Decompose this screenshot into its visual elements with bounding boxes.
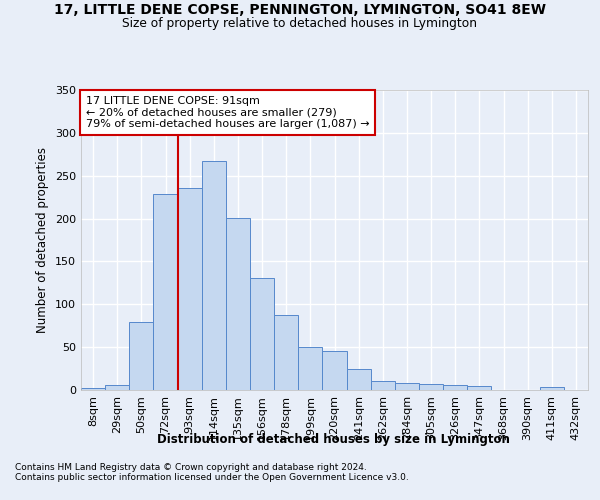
Text: Contains public sector information licensed under the Open Government Licence v3: Contains public sector information licen… [15,474,409,482]
Text: Distribution of detached houses by size in Lymington: Distribution of detached houses by size … [157,432,509,446]
Bar [129,322,154,390]
Bar [274,316,298,390]
Text: Size of property relative to detached houses in Lymington: Size of property relative to detached ho… [122,18,478,30]
Bar [371,380,395,390]
Bar [154,194,178,390]
Bar [105,385,129,390]
Bar [226,218,250,390]
Bar [298,347,322,390]
Text: Contains HM Land Registry data © Crown copyright and database right 2024.: Contains HM Land Registry data © Crown c… [15,464,367,472]
Bar [347,368,371,390]
Bar [322,350,347,390]
Text: 17, LITTLE DENE COPSE, PENNINGTON, LYMINGTON, SO41 8EW: 17, LITTLE DENE COPSE, PENNINGTON, LYMIN… [54,2,546,16]
Bar [419,384,443,390]
Bar [81,388,105,390]
Text: 17 LITTLE DENE COPSE: 91sqm
← 20% of detached houses are smaller (279)
79% of se: 17 LITTLE DENE COPSE: 91sqm ← 20% of det… [86,96,370,129]
Bar [467,386,491,390]
Bar [540,388,564,390]
Y-axis label: Number of detached properties: Number of detached properties [37,147,49,333]
Bar [443,385,467,390]
Bar [250,278,274,390]
Bar [178,188,202,390]
Bar [395,383,419,390]
Bar [202,161,226,390]
